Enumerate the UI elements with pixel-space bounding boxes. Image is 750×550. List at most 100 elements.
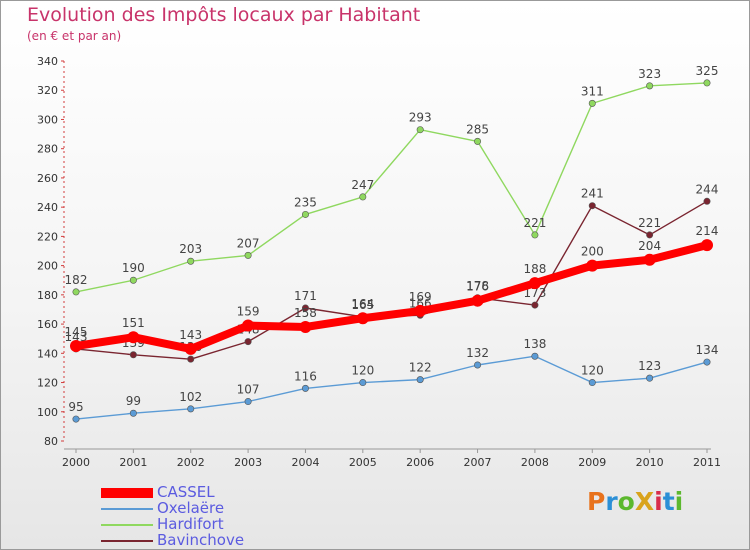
data-label-bavinchove: 221 [638,216,661,230]
data-label-oxela-re: 116 [294,369,317,383]
data-point-hardifort [646,82,654,90]
data-label-cassel: 169 [409,290,432,304]
x-tick-label: 2001 [119,456,147,469]
data-point-hardifort [588,99,596,107]
data-point-cassel [643,253,656,266]
data-label-oxela-re: 123 [638,359,661,373]
logo-letter: P [587,487,606,516]
y-tick-label: 260 [37,172,58,185]
y-tick-label: 340 [37,55,58,68]
y-tick-label: 300 [37,113,58,126]
data-point-bavinchove [244,338,252,346]
x-tick-label: 2007 [464,456,492,469]
data-point-cassel [299,321,312,333]
x-tick-label: 2010 [636,456,664,469]
data-point-oxela-re [301,384,309,392]
data-label-hardifort: 247 [351,178,374,192]
x-tick-label: 2008 [521,456,549,469]
data-point-oxela-re [416,376,424,384]
data-label-cassel: 214 [696,224,719,238]
data-point-cassel [356,312,369,325]
data-label-oxela-re: 99 [126,394,141,408]
data-point-cassel [701,239,713,252]
data-label-hardifort: 221 [523,216,546,230]
data-label-bavinchove: 171 [294,289,317,303]
data-point-hardifort [244,251,252,259]
data-point-hardifort [703,79,711,87]
logo-letter: X [634,487,655,516]
data-label-oxela-re: 107 [237,383,260,397]
y-tick-label: 160 [37,318,58,331]
data-point-oxela-re [187,405,195,413]
y-tick-label: 80 [44,435,58,448]
data-label-hardifort: 323 [638,67,661,81]
data-label-cassel: 164 [351,297,374,311]
data-label-oxela-re: 120 [581,364,604,378]
y-tick-label: 180 [37,289,58,302]
data-point-bavinchove [703,197,711,205]
data-label-bavinchove: 173 [523,286,546,300]
series-line-bavinchove [75,200,708,360]
logo-letter: i [654,487,663,516]
data-label-hardifort: 207 [237,236,260,250]
data-point-cassel [184,342,197,355]
data-point-bavinchove [129,351,137,359]
data-label-bavinchove: 241 [581,187,604,201]
logo-letter: r [605,487,618,516]
data-label-cassel: 200 [581,245,604,259]
data-label-oxela-re: 132 [466,346,489,360]
legend-label-cassel: CASSEL [157,483,215,501]
data-point-hardifort [129,276,137,284]
x-tick-label: 2000 [62,456,90,469]
data-point-hardifort [531,231,539,239]
x-tick-label: 2004 [291,456,319,469]
data-label-bavinchove: 165 [351,298,374,312]
data-label-cassel: 145 [65,325,88,339]
data-label-hardifort: 190 [122,261,145,275]
data-label-hardifort: 182 [65,273,88,287]
series-line-oxela-re [75,355,708,420]
data-point-cassel [586,259,599,272]
data-label-bavinchove: 244 [696,182,719,196]
data-point-cassel [242,319,255,332]
data-point-oxela-re [129,409,137,417]
series-line-hardifort [75,82,708,293]
logo-letter: i [674,487,684,516]
data-point-oxela-re [646,374,654,382]
data-point-oxela-re [531,352,539,360]
data-label-oxela-re: 122 [409,361,432,375]
legend-swatch-cassel [101,488,153,498]
data-point-hardifort [301,210,309,218]
data-point-cassel [70,340,82,352]
y-tick-label: 240 [37,201,58,214]
legend-swatch-bavinchove [101,540,153,542]
data-point-bavinchove [588,202,596,210]
y-tick-label: 280 [37,143,58,156]
data-point-oxela-re [72,415,80,423]
data-label-cassel: 143 [179,328,202,342]
data-label-oxela-re: 120 [351,364,374,378]
data-point-hardifort [416,126,424,134]
y-tick-label: 320 [37,84,58,97]
series-line-cassel [72,241,711,353]
data-point-oxela-re [359,379,367,387]
data-point-bavinchove [187,355,195,363]
data-point-bavinchove [301,304,309,312]
logo-letter: o [617,487,635,516]
x-tick-label: 2009 [578,456,606,469]
data-label-hardifort: 203 [179,242,202,256]
y-tick-label: 120 [37,377,58,390]
data-label-cassel: 176 [466,280,489,294]
chart-subtitle: (en € et par an) [27,29,122,43]
data-point-oxela-re [244,398,252,406]
data-label-oxela-re: 134 [696,343,719,357]
legend-swatch-oxela-re [101,508,153,510]
x-tick-label: 2002 [177,456,205,469]
data-label-cassel: 204 [638,239,661,253]
y-tick-label: 220 [37,230,58,243]
data-point-hardifort [474,137,482,145]
logo-letter: t [662,487,675,516]
data-label-bavinchove: 178 [466,279,489,293]
data-label-oxela-re: 95 [68,400,83,414]
data-point-cassel [127,331,140,344]
